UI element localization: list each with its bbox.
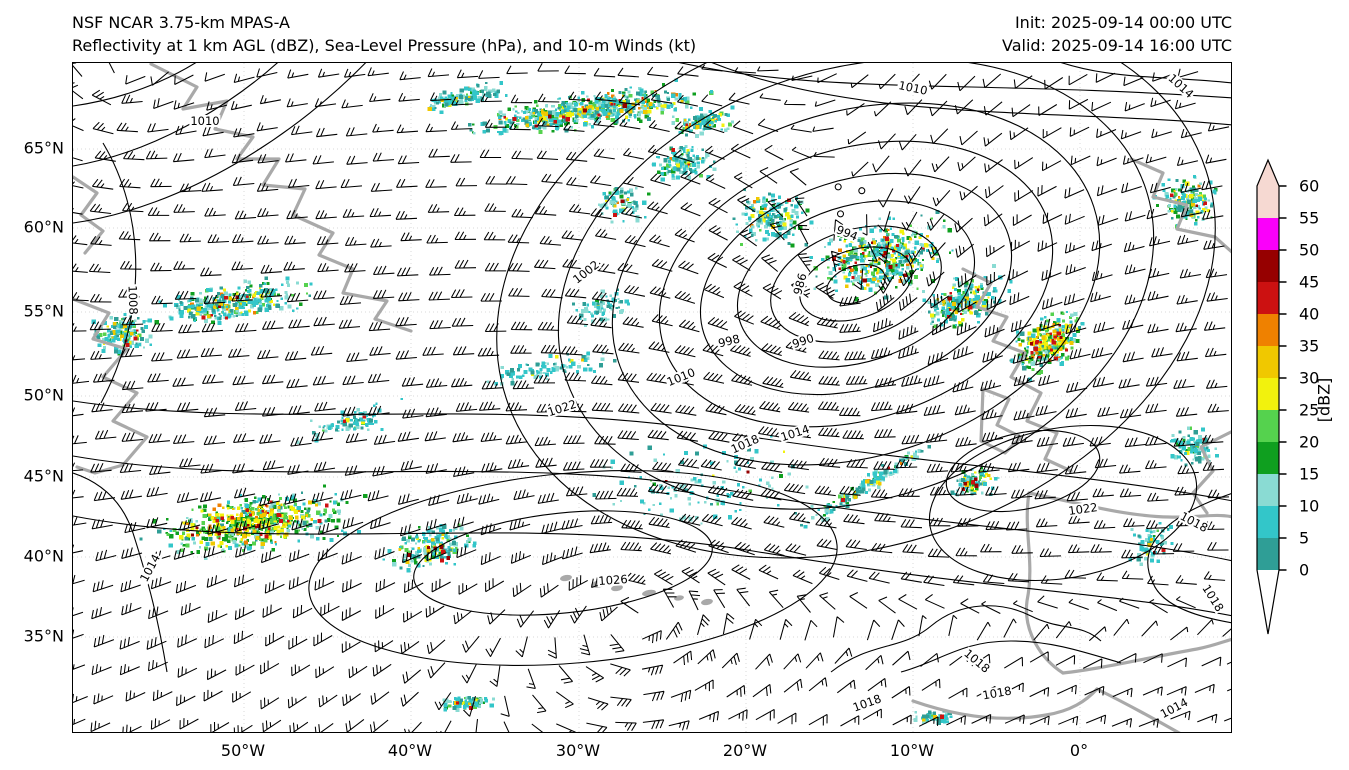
colorbar-segment xyxy=(1257,378,1279,410)
figure-subtitle: Reflectivity at 1 km AGL (dBZ), Sea-Leve… xyxy=(72,36,697,55)
colorbar-segment xyxy=(1257,538,1279,570)
pressure-contour-label: 1008 xyxy=(125,284,141,316)
colorbar-segment xyxy=(1257,346,1279,378)
colorbar-segment xyxy=(1257,410,1279,442)
colorbar-tick-label: 15 xyxy=(1299,464,1320,484)
colorbar-segment xyxy=(1257,314,1279,346)
lon-tick-label: 20°W xyxy=(722,741,768,760)
reflectivity-colorbar xyxy=(1250,150,1349,655)
lat-tick-label: 35°N xyxy=(23,626,64,646)
lat-tick-label: 60°N xyxy=(23,217,64,237)
colorbar-tick-label: 20 xyxy=(1299,432,1320,452)
colorbar-tick-label: 40 xyxy=(1299,304,1320,324)
azores-island xyxy=(560,574,572,582)
lon-tick-label: 40°W xyxy=(387,741,433,760)
pressure-contour-label: 1010 xyxy=(189,114,221,128)
colorbar-tick-label: 30 xyxy=(1299,368,1320,388)
colorbar-tick-label: 55 xyxy=(1299,208,1320,228)
colorbar-under-arrow xyxy=(1257,570,1279,634)
azores-island xyxy=(701,598,713,606)
colorbar-segment xyxy=(1257,474,1279,506)
lat-tick-label: 55°N xyxy=(23,301,64,321)
colorbar-tick-label: 5 xyxy=(1299,528,1310,548)
colorbar-over-arrow xyxy=(1257,160,1279,186)
colorbar-canvas xyxy=(1256,158,1287,635)
calm-wind-circles xyxy=(834,183,866,218)
colorbar-segment xyxy=(1257,186,1279,218)
init-time-label: Init: 2025-09-14 00:00 UTC xyxy=(1014,13,1232,32)
azores-island xyxy=(674,595,684,601)
colorbar-unit-label: [dBZ] xyxy=(1314,377,1334,423)
figure-title: NSF NCAR 3.75-km MPAS-A xyxy=(72,13,290,32)
wind-barbs-layer xyxy=(73,63,1231,732)
colorbar-tick-label: 50 xyxy=(1299,240,1320,260)
map-canvas xyxy=(73,63,1231,732)
colorbar-tick-label: 10 xyxy=(1299,496,1320,516)
lon-tick-label: 0° xyxy=(1069,741,1089,760)
colorbar-tick-label: 35 xyxy=(1299,336,1320,356)
lat-tick-label: 50°N xyxy=(23,385,64,405)
figure-header-right: Init: 2025-09-14 00:00 UTC Valid: 2025-0… xyxy=(1002,11,1232,57)
map-panel xyxy=(72,62,1232,733)
colorbar-segment xyxy=(1257,282,1279,314)
lat-tick-label: 40°N xyxy=(23,546,64,566)
lat-tick-label: 65°N xyxy=(23,138,64,158)
colorbar-segment xyxy=(1257,442,1279,474)
colorbar-ticks xyxy=(1279,185,1287,571)
valid-time-label: Valid: 2025-09-14 16:00 UTC xyxy=(1001,36,1232,55)
lon-tick-label: 30°W xyxy=(555,741,601,760)
colorbar-segment xyxy=(1257,506,1279,538)
colorbar-segment xyxy=(1257,218,1279,250)
colorbar-tick-label: 45 xyxy=(1299,272,1320,292)
pressure-contours-layer xyxy=(73,63,1231,673)
colorbar-tick-label: 25 xyxy=(1299,400,1320,420)
lon-tick-label: 10°W xyxy=(889,741,935,760)
lat-tick-label: 45°N xyxy=(23,466,64,486)
colorbar-tick-label: 0 xyxy=(1299,560,1310,580)
lon-tick-label: 50°W xyxy=(220,741,266,760)
coastlines-layer xyxy=(73,63,1231,732)
colorbar-segment xyxy=(1257,250,1279,282)
figure-header-left: NSF NCAR 3.75-km MPAS-A Reflectivity at … xyxy=(72,11,696,57)
pressure-contour-label: 1026 xyxy=(596,571,630,589)
colorbar-tick-label: 60 xyxy=(1299,176,1320,196)
